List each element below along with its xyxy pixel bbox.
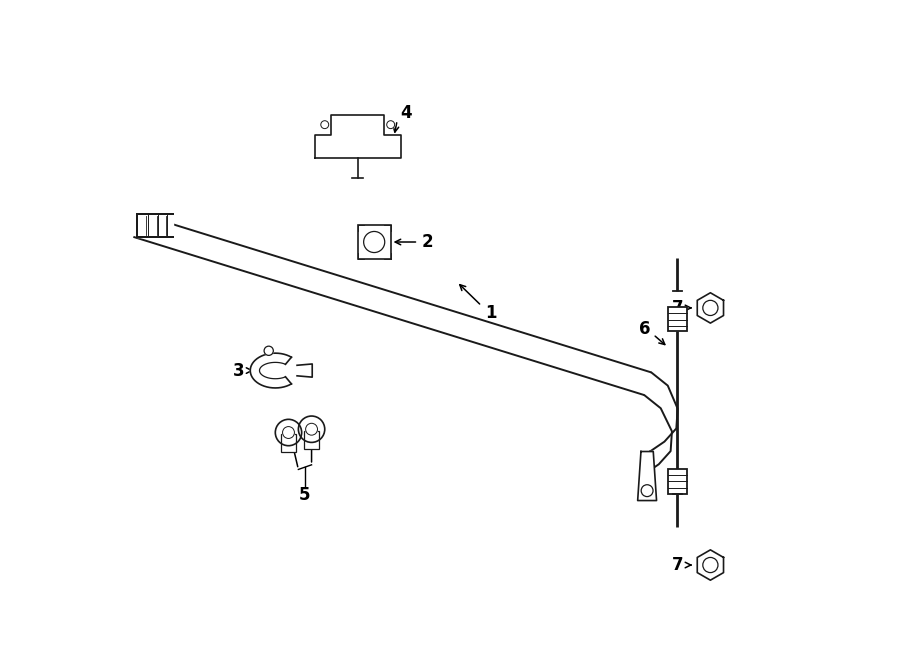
Bar [304, 430, 319, 449]
Polygon shape [250, 353, 292, 388]
Text: 6: 6 [639, 320, 651, 338]
Text: 5: 5 [299, 487, 310, 504]
Bar [668, 469, 687, 494]
Polygon shape [638, 451, 657, 500]
Polygon shape [698, 293, 724, 323]
Circle shape [299, 416, 325, 442]
Circle shape [703, 557, 718, 573]
Bar [668, 307, 687, 331]
Text: 2: 2 [422, 233, 434, 251]
Text: 1: 1 [485, 304, 497, 322]
Polygon shape [698, 550, 724, 580]
Text: 4: 4 [400, 105, 412, 122]
Circle shape [275, 419, 302, 446]
Polygon shape [137, 214, 173, 238]
Circle shape [320, 120, 328, 128]
Bar [357, 225, 391, 259]
Circle shape [641, 485, 653, 496]
Circle shape [364, 232, 384, 252]
Circle shape [703, 301, 718, 316]
Circle shape [387, 120, 394, 128]
Polygon shape [315, 115, 400, 158]
Circle shape [283, 426, 294, 438]
Circle shape [264, 346, 274, 355]
Polygon shape [297, 364, 312, 377]
Polygon shape [644, 373, 678, 474]
Circle shape [306, 423, 318, 435]
Text: 3: 3 [233, 361, 245, 379]
Text: 7: 7 [671, 556, 683, 574]
Bar [281, 434, 296, 452]
Text: 7: 7 [671, 299, 683, 317]
